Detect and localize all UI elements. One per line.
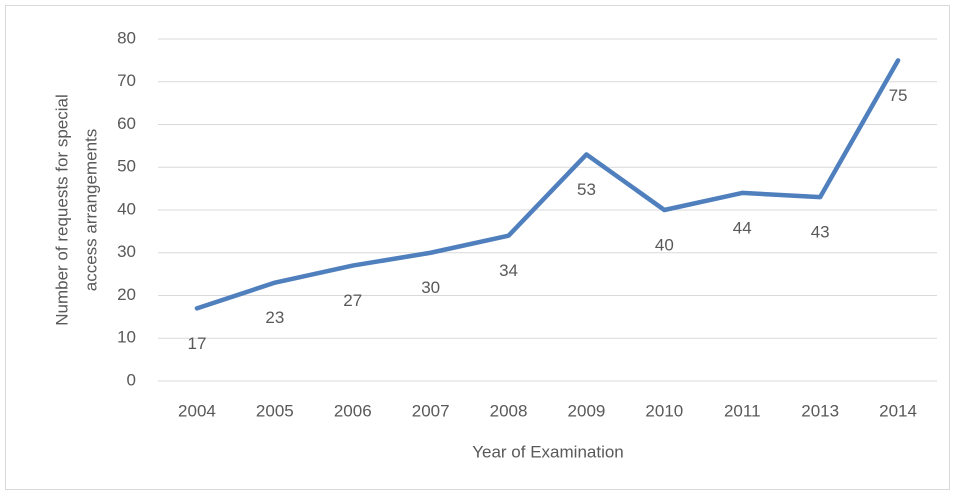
y-axis-label: access arrangements: [81, 129, 100, 292]
x-tick-label: 2006: [334, 401, 372, 420]
y-axis-label: Number of requests for special: [52, 94, 71, 326]
data-label: 30: [421, 278, 440, 297]
y-tick-label: 10: [117, 328, 136, 347]
x-tick-label: 2011: [724, 401, 761, 420]
x-axis-label: Year of Examination: [472, 442, 624, 461]
data-label: 53: [577, 180, 596, 199]
chart-frame: [5, 5, 950, 490]
y-tick-label: 20: [117, 285, 136, 304]
x-tick-label: 2010: [645, 401, 683, 420]
data-line: [194, 58, 901, 311]
data-label: 44: [733, 218, 752, 237]
data-label: 43: [811, 223, 830, 242]
x-tick-label: 2009: [568, 401, 606, 420]
x-tick-label: 2014: [879, 401, 917, 420]
x-tick-label: 2005: [256, 401, 294, 420]
x-tick-label: 2007: [412, 401, 450, 420]
data-label: 75: [889, 86, 908, 105]
data-label: 27: [343, 291, 362, 310]
data-label: 23: [265, 308, 284, 327]
data-label: 40: [655, 235, 674, 254]
data-label: 34: [499, 261, 518, 280]
y-tick-label: 80: [117, 28, 136, 47]
y-tick-label: 70: [117, 71, 136, 90]
y-tick-label: 50: [117, 157, 136, 176]
data-label: 17: [187, 334, 206, 353]
y-tick-label: 30: [117, 242, 136, 261]
y-tick-label: 0: [127, 370, 136, 389]
x-tick-label: 2013: [801, 401, 839, 420]
y-tick-label: 60: [117, 114, 136, 133]
x-tick-label: 2004: [178, 401, 216, 420]
x-tick-label: 2008: [490, 401, 528, 420]
y-tick-label: 40: [117, 199, 136, 218]
